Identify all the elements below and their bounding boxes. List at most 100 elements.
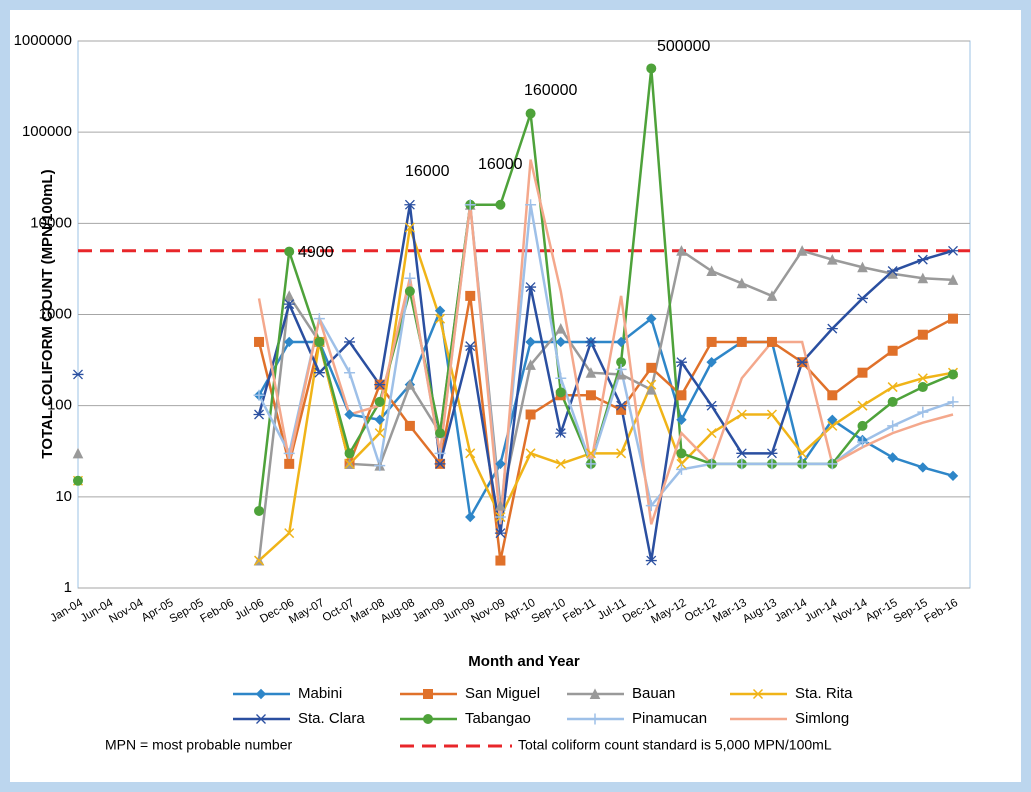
data-point — [344, 336, 356, 347]
data-point — [856, 436, 868, 448]
x-tick-label: Jan-04 — [49, 597, 86, 625]
series-line — [257, 159, 954, 525]
data-point — [283, 336, 295, 348]
data-point — [887, 382, 898, 393]
data-point — [344, 367, 356, 379]
data-point — [616, 404, 627, 415]
legend-marker — [589, 713, 601, 725]
data-point — [736, 458, 748, 470]
x-tick-label: May-07 — [287, 597, 326, 627]
data-point — [283, 447, 295, 459]
data-point — [254, 505, 265, 516]
data-point — [254, 336, 265, 347]
data-point — [284, 458, 295, 469]
data-point — [404, 222, 415, 233]
data-point — [736, 409, 747, 420]
annotation: 4900 — [298, 244, 334, 261]
data-point — [766, 409, 777, 420]
annotation: 16000 — [478, 156, 523, 173]
legend-label: Bauan — [632, 685, 675, 702]
data-point — [404, 272, 416, 284]
data-point — [464, 199, 476, 211]
data-point — [555, 323, 567, 334]
data-point — [374, 414, 385, 425]
legend-marker — [589, 688, 601, 699]
data-point — [887, 266, 899, 276]
data-point — [827, 420, 838, 431]
y-axis-label: TOTAL COLIFORM COUNT (MPN/100mL) — [39, 169, 56, 458]
data-point — [917, 373, 928, 384]
data-point — [404, 420, 415, 431]
series-line — [258, 227, 954, 562]
legend-marker — [255, 688, 267, 700]
data-point — [948, 313, 958, 324]
data-point — [434, 305, 446, 316]
data-point — [706, 428, 717, 439]
legend-marker — [423, 689, 433, 699]
x-tick-label: Jan-14 — [773, 597, 810, 625]
x-tick-label: May-12 — [649, 597, 688, 627]
data-point — [404, 379, 416, 390]
x-tick-label: Sep-10 — [530, 597, 568, 626]
legend-label: Sta. Clara — [298, 710, 365, 727]
data-point — [283, 299, 295, 310]
data-point — [434, 458, 446, 469]
data-point — [917, 272, 929, 284]
data-point — [73, 475, 83, 486]
data-point — [645, 555, 657, 566]
series-line — [257, 68, 954, 512]
data-point — [646, 379, 657, 390]
legend-label: Pinamucan — [632, 710, 707, 727]
data-point — [585, 336, 597, 347]
data-point — [887, 420, 899, 432]
data-point — [736, 336, 747, 347]
y-tick-label: 100000 — [22, 123, 72, 140]
data-point — [676, 448, 687, 459]
data-point — [766, 448, 778, 459]
data-point — [766, 336, 777, 347]
x-tick-label: Nov-09 — [469, 597, 507, 626]
data-point — [857, 400, 868, 411]
data-point — [706, 336, 717, 347]
data-point — [344, 458, 355, 469]
data-point — [615, 400, 627, 411]
data-point — [766, 290, 778, 301]
data-point — [435, 313, 446, 324]
data-point — [555, 372, 567, 384]
data-point — [616, 448, 627, 459]
x-tick-label: Jan-09 — [411, 597, 447, 625]
data-point — [917, 254, 929, 265]
legend-label: Sta. Rita — [795, 685, 853, 702]
data-point — [706, 458, 718, 470]
x-tick-label: Feb-11 — [561, 597, 598, 625]
data-point — [555, 336, 566, 348]
data-point — [374, 428, 385, 439]
data-point — [495, 458, 506, 470]
annotation: 160000 — [524, 82, 577, 99]
data-point — [465, 511, 476, 523]
y-tick-label: 1 — [64, 579, 72, 596]
data-point — [585, 448, 596, 459]
data-point — [796, 458, 808, 470]
legend-standard-label: Total coliform count standard is 5,000 M… — [518, 737, 832, 753]
data-point — [525, 108, 536, 119]
data-point — [72, 369, 84, 380]
legend-marker — [752, 688, 764, 700]
data-point — [314, 336, 325, 347]
data-point — [675, 463, 687, 475]
data-point — [525, 199, 537, 211]
x-tick-label: Feb-06 — [198, 597, 236, 626]
data-point — [675, 357, 687, 368]
data-point — [706, 400, 718, 411]
x-tick-label: Aug-08 — [379, 597, 417, 626]
x-tick-label: Feb-16 — [922, 597, 960, 626]
data-point — [374, 396, 385, 407]
data-point — [676, 390, 687, 401]
y-tick-label: 100 — [47, 397, 72, 414]
data-point — [374, 460, 386, 472]
data-point — [495, 555, 506, 566]
data-point — [917, 329, 928, 340]
data-point — [646, 63, 657, 74]
data-point — [827, 253, 838, 265]
data-point — [736, 277, 748, 289]
